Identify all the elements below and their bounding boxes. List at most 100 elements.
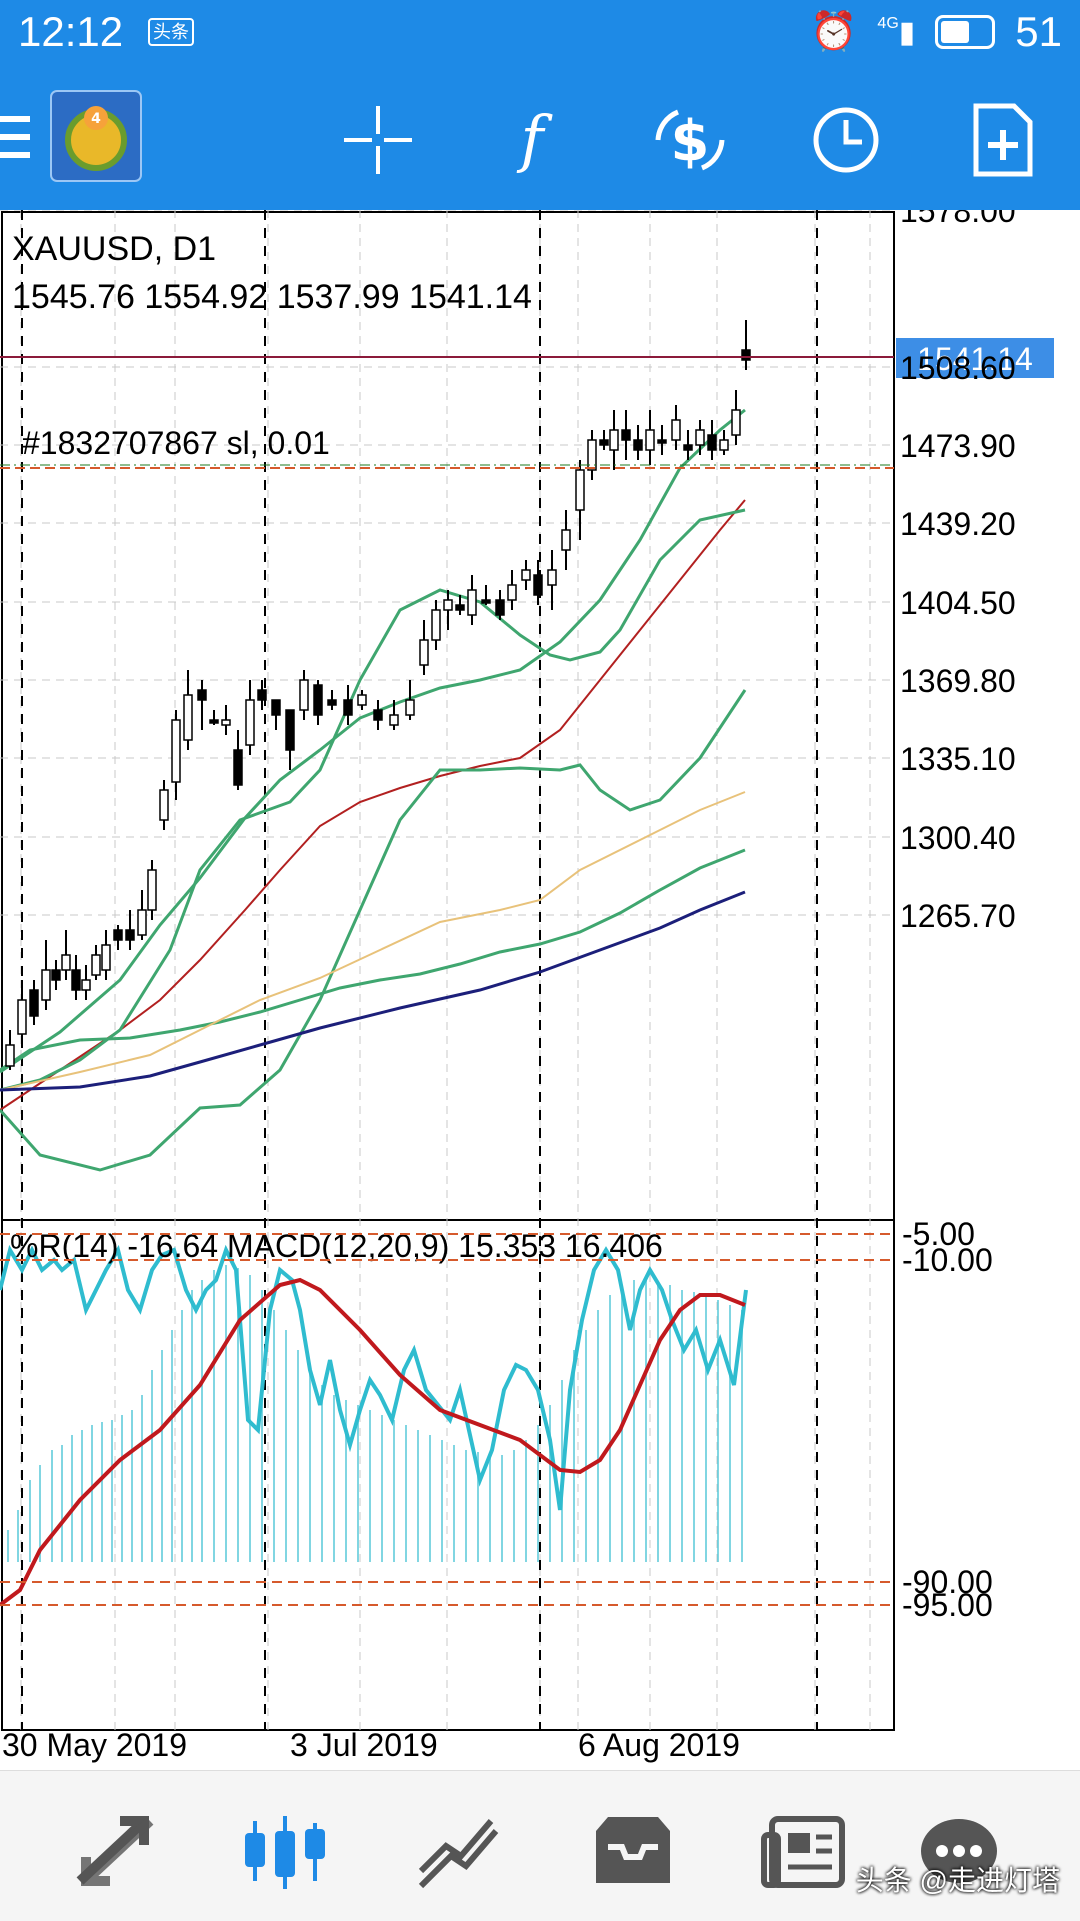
candle-body	[389, 714, 399, 726]
price-tick: 1335.10	[900, 741, 1016, 777]
candle-body	[671, 419, 681, 441]
svg-text:4: 4	[91, 111, 101, 127]
candle-body	[41, 969, 51, 1001]
trade-chart-icon[interactable]	[416, 1811, 506, 1891]
svg-text:f: f	[517, 102, 554, 175]
current-price: 1541.14	[917, 341, 1033, 377]
candle-body	[443, 599, 453, 611]
news-icon[interactable]	[760, 1811, 850, 1891]
trade-icon[interactable]: $	[650, 100, 730, 180]
candle-body	[657, 439, 667, 444]
candle-body	[313, 684, 323, 716]
indicator-tick: -10.00	[902, 1242, 993, 1278]
status-icons: ⏰ 4G▮ 51	[810, 8, 1062, 56]
price-tick: 1369.80	[900, 663, 1016, 699]
williams-r-line	[0, 1244, 748, 1511]
candle-body	[633, 439, 643, 451]
candle-body	[419, 639, 429, 666]
indicator-tick: -5.00	[902, 1216, 975, 1252]
candle-body	[587, 439, 597, 471]
candle-body	[17, 999, 27, 1035]
candle-body	[599, 439, 609, 446]
candle-body	[245, 699, 255, 746]
candle-body	[609, 429, 619, 451]
candle-body	[707, 434, 717, 451]
price-tick: 1265.70	[900, 898, 1016, 934]
quotes-icon[interactable]	[70, 1811, 160, 1891]
candle-body	[51, 969, 61, 981]
candle-body	[81, 979, 91, 991]
symbol-label: XAUUSD, D1	[12, 230, 216, 268]
chart-icon[interactable]	[240, 1811, 330, 1891]
bollinger-mid-dummy	[0, 848, 746, 1072]
candle-body	[467, 589, 477, 616]
candle-body	[575, 469, 585, 511]
chart-area[interactable]: XAUUSD, D1 1545.76 1554.92 1537.99 1541.…	[0, 193, 1080, 1765]
timeframe-icon[interactable]	[806, 100, 886, 180]
price-tick: 1508.60	[900, 350, 1016, 386]
candle-body	[257, 689, 267, 701]
bollinger-upper	[0, 408, 746, 1074]
price-tick: 1439.20	[900, 506, 1016, 542]
macd-signal-line	[0, 1277, 746, 1607]
candle-body	[233, 749, 243, 786]
candle-body	[521, 569, 531, 581]
indicator-tick: -95.00	[902, 1587, 993, 1623]
candle-body	[71, 969, 81, 991]
candle-body	[183, 694, 193, 741]
menu-icon[interactable]	[0, 98, 34, 178]
price-tick: 1300.40	[900, 820, 1016, 856]
candle-body	[171, 719, 181, 783]
alarm-icon: ⏰	[810, 11, 858, 53]
bollinger-upper-band	[0, 508, 746, 1092]
date-label: 30 May 2019	[2, 1727, 187, 1763]
crosshair-icon[interactable]	[338, 100, 418, 180]
candle-body	[547, 569, 557, 586]
candle-body	[159, 789, 169, 821]
network-type: 4G	[877, 14, 899, 32]
candle-body	[137, 909, 147, 936]
candle-body	[209, 719, 219, 724]
price-tick: 1404.50	[900, 585, 1016, 621]
price-tick: 1473.90	[900, 428, 1016, 464]
candle-body	[561, 529, 571, 551]
candle-body	[357, 694, 367, 706]
moving-average-mid	[0, 791, 746, 1091]
candle-body	[533, 574, 543, 596]
price-chart[interactable]: XAUUSD, D1 1545.76 1554.92 1537.99 1541.…	[0, 193, 1080, 1765]
ohlc-label: 1545.76 1554.92 1537.99 1541.14	[12, 278, 532, 316]
candle-body	[197, 689, 207, 701]
moving-average-slow	[0, 890, 746, 1092]
bollinger-lower	[0, 689, 747, 1172]
candle-body	[271, 699, 281, 716]
candle-body	[91, 954, 101, 976]
candle-body	[373, 709, 383, 721]
candle-body	[731, 409, 741, 436]
candle-body	[113, 929, 123, 941]
candle-body	[741, 349, 751, 361]
new-order-icon[interactable]	[962, 100, 1042, 180]
indicator-tick: -90.00	[902, 1564, 993, 1600]
order-label: #1832707867 sl, 0.01	[22, 425, 330, 461]
candle-body	[299, 679, 309, 711]
news-badge: 头条	[148, 18, 194, 46]
candle-body	[431, 609, 441, 641]
candle-body	[5, 1044, 15, 1067]
messages-icon[interactable]	[914, 1811, 1004, 1891]
candle-body	[621, 429, 631, 441]
candle-body	[327, 699, 337, 706]
history-icon[interactable]	[588, 1811, 678, 1891]
app-toolbar: 4 f $	[0, 70, 1080, 210]
indicators-icon[interactable]: f	[492, 100, 572, 180]
mt4-logo[interactable]: 4	[50, 90, 142, 182]
candle-body	[683, 444, 693, 451]
battery-icon	[935, 15, 996, 49]
candle-body	[455, 604, 465, 611]
candle-body	[507, 584, 517, 601]
candle-body	[61, 954, 71, 971]
candle-body	[285, 709, 295, 751]
candle-body	[343, 699, 353, 716]
candle-body	[645, 429, 655, 451]
watermark: 头条 @走进灯塔	[855, 1865, 1060, 1896]
status-time: 12:12	[18, 8, 124, 55]
